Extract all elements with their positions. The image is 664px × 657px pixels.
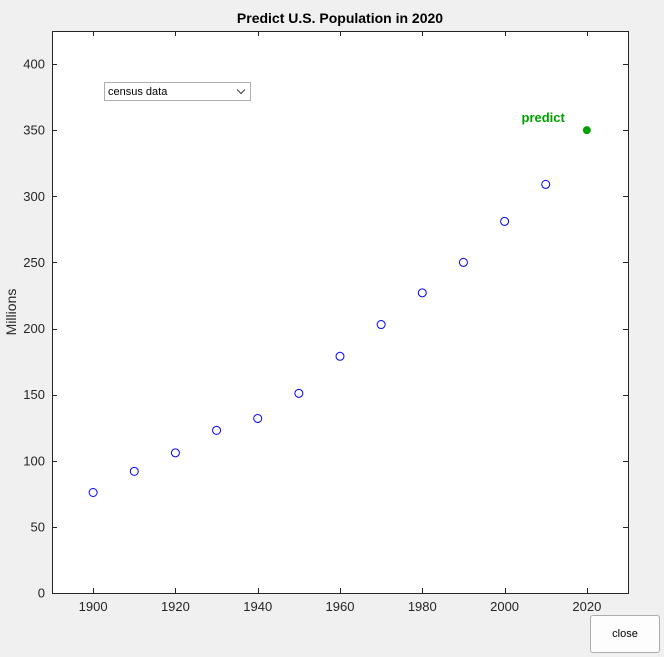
x-tick-label: 1940 (243, 599, 272, 614)
y-tick-label: 350 (23, 123, 45, 138)
y-axis-label: Millions (3, 289, 19, 336)
x-tick-label: 2020 (572, 599, 601, 614)
method-dropdown-value: census data (108, 86, 168, 98)
census-point (212, 425, 222, 435)
y-tick-label: 400 (23, 57, 45, 72)
census-point (88, 488, 98, 498)
x-tick-label: 1980 (408, 599, 437, 614)
x-tick-label: 2000 (490, 599, 519, 614)
chart-title: Predict U.S. Population in 2020 (237, 10, 443, 26)
prediction-point (582, 126, 591, 135)
y-tick-label: 50 (31, 519, 45, 534)
axis-ticks (52, 31, 628, 594)
close-button[interactable]: close (590, 615, 660, 653)
predict-annotation: predict (522, 110, 566, 125)
x-tick-label: 1960 (326, 599, 355, 614)
x-tick-label: 1920 (161, 599, 190, 614)
census-point (170, 448, 180, 458)
chevron-down-icon (236, 89, 246, 95)
method-dropdown[interactable]: census data (104, 82, 251, 101)
axis-tick-labels: 1900 1920 1940 1960 1980 2000 2020 0 50 100 150 200… (23, 57, 601, 614)
x-tick-label: 1900 (79, 599, 108, 614)
y-tick-label: 200 (23, 321, 45, 336)
census-point (253, 413, 263, 423)
census-point (129, 466, 139, 476)
census-point (500, 216, 510, 226)
y-tick-label: 250 (23, 255, 45, 270)
census-point (376, 320, 386, 330)
census-point (335, 351, 345, 361)
census-point (541, 179, 551, 189)
y-tick-label: 150 (23, 387, 45, 402)
census-point (417, 288, 427, 298)
census-point (294, 388, 304, 398)
y-tick-label: 0 (38, 586, 45, 601)
y-tick-label: 300 (23, 189, 45, 204)
y-tick-label: 100 (23, 453, 45, 468)
census-point (458, 257, 468, 267)
plot-area (52, 31, 629, 594)
data-markers (88, 126, 591, 498)
